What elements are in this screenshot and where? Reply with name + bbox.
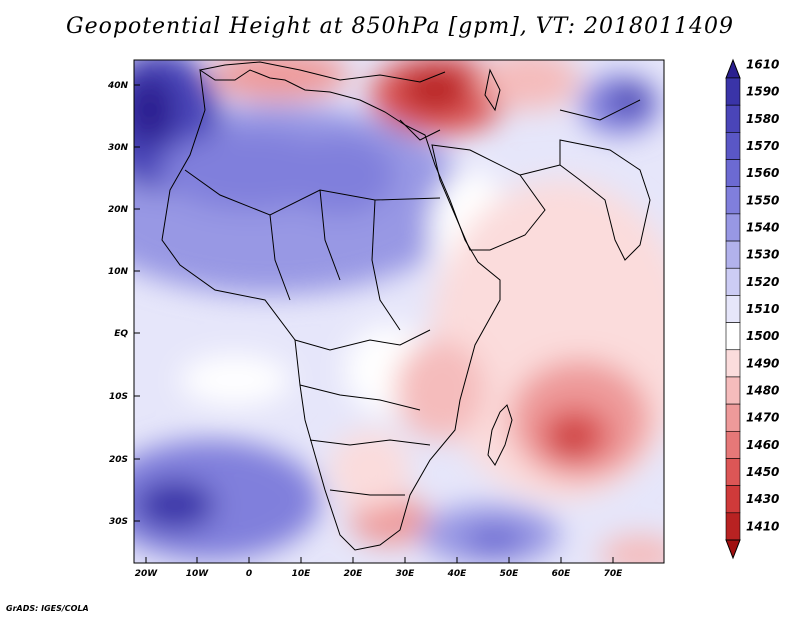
coastlines [161, 61, 651, 551]
axis-ticks [134, 84, 614, 563]
lat-label: 20S [109, 455, 128, 465]
colorbar-bottom-arrow [725, 539, 741, 560]
colorbar-swatch [725, 403, 741, 432]
lon-label: 50E [500, 569, 520, 579]
colorbar-swatch [725, 104, 741, 133]
lat-label: 40N [107, 81, 129, 91]
colorbar: 1610 1590 1580 1570 1560 1550 1540 1530 1520 1510… [725, 57, 779, 560]
colorbar-swatch [725, 77, 741, 106]
lon-label: 60E [552, 569, 572, 579]
colorbar-label: 1610 [746, 57, 779, 71]
lon-label: 40E [447, 569, 468, 579]
colorbar-swatch [725, 349, 741, 378]
colorbar-swatch [725, 512, 741, 541]
lat-label: 10S [109, 392, 128, 402]
colorbar-swatch [725, 186, 741, 215]
lon-label: 70E [604, 569, 624, 579]
colorbar-label: 1410 [746, 519, 779, 533]
grads-credit: GrADS: IGES/COLA [6, 604, 89, 613]
colorbar-label: 1500 [746, 329, 779, 343]
map-frame [133, 59, 665, 564]
colorbar-label: 1530 [746, 248, 779, 262]
height-field [134, 60, 664, 563]
colorbar-label: 1590 [746, 85, 779, 99]
colorbar-swatch [725, 458, 741, 486]
colorbar-swatch [725, 132, 741, 160]
colorbar-label: 1450 [746, 465, 779, 479]
colorbar-swatch [725, 267, 741, 296]
lon-label: 30E [396, 569, 416, 579]
lon-label: 0 [246, 569, 252, 579]
lat-label: 30N [108, 143, 129, 153]
colorbar-label: 1580 [746, 112, 779, 126]
colorbar-swatch [725, 159, 741, 188]
colorbar-swatch [725, 213, 741, 242]
lat-label: EQ [114, 329, 128, 339]
colorbar-swatch [725, 322, 741, 351]
colorbar-label: 1510 [746, 302, 779, 316]
lon-label: 20W [135, 569, 159, 579]
colorbar-label: 1480 [746, 384, 779, 398]
colorbar-label: 1560 [746, 166, 779, 180]
colorbar-label: 1430 [746, 492, 779, 506]
colorbar-label: 1540 [746, 220, 779, 234]
colorbar-label: 1470 [746, 411, 779, 425]
lat-label: 10N [108, 267, 129, 277]
colorbar-label: 1570 [746, 139, 779, 153]
colorbar-label: 1490 [746, 356, 779, 370]
colorbar-swatch [725, 485, 741, 514]
lat-label: 20N [108, 205, 129, 215]
colorbar-top-arrow [725, 58, 741, 79]
colorbar-label: 1520 [746, 275, 779, 289]
colorbar-swatch [725, 430, 741, 459]
lon-label: 10W [186, 569, 210, 579]
colorbar-swatch [725, 295, 741, 323]
colorbar-label: 1550 [746, 193, 779, 207]
colorbar-swatch [725, 376, 741, 405]
lon-labels: 20W 10W 0 10E 20E 30E 40E 50E 60E 70E [135, 569, 623, 579]
colorbar-swatch [725, 240, 741, 269]
lon-label: 10E [292, 569, 312, 579]
map-title: Geopotential Height at 850hPa [gpm], VT:… [66, 14, 734, 39]
lon-label: 20E [344, 569, 364, 579]
lat-label: 30S [109, 517, 128, 527]
colorbar-label: 1460 [746, 438, 779, 452]
lat-labels: 40N 30N 20N 10N EQ 10S 20S 30S [107, 81, 129, 527]
